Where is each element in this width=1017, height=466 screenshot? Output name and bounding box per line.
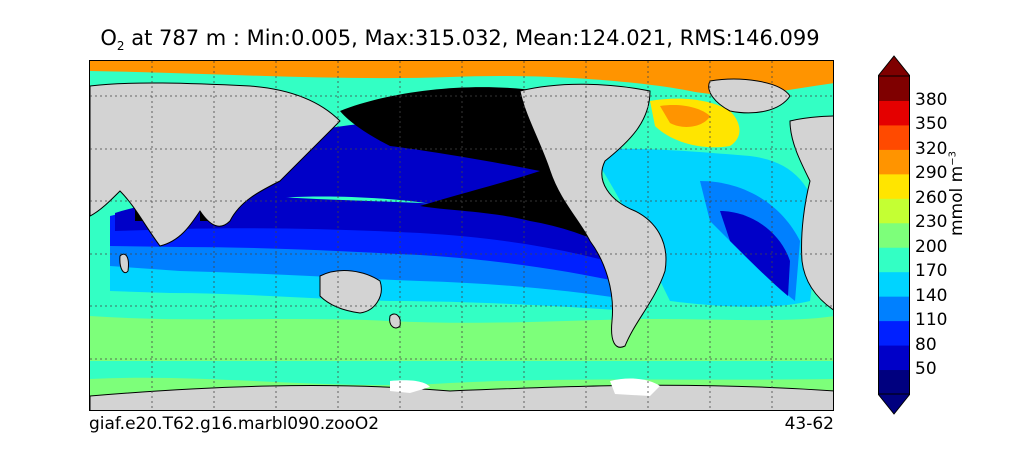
colorbar-tick-label: 140 <box>915 285 948 306</box>
colorbar-segment <box>878 76 910 101</box>
labrador-290 <box>660 105 710 127</box>
unit-exp: −3 <box>947 151 959 166</box>
arctic-290 <box>90 61 833 95</box>
world-map <box>89 60 834 411</box>
colorbar-segment <box>878 100 910 126</box>
colorbar-tick-label: 230 <box>915 212 948 233</box>
colorbar-arrow-max <box>878 55 910 77</box>
colorbar-segment <box>878 271 910 297</box>
colorbar-segment <box>878 222 910 248</box>
colorbar-segment <box>878 345 910 371</box>
colorbar-tick-label: 290 <box>915 163 948 184</box>
colorbar-segment <box>878 247 910 273</box>
colorbar-unit: mmol m−3 <box>947 151 967 236</box>
map-title: O2 at 787 m : Min:0.005, Max:315.032, Me… <box>0 26 920 53</box>
colorbar-tick-label: 260 <box>915 187 948 208</box>
colorbar-tick-label: 350 <box>915 114 948 135</box>
colorbar-segment <box>878 124 910 150</box>
atlantic-50 <box>720 211 790 296</box>
colorbar-arrow-min <box>878 393 910 415</box>
graticule <box>90 61 833 410</box>
colorbar-segment <box>878 320 910 346</box>
colorbar-segment <box>878 173 910 199</box>
colorbar-tick-label: 200 <box>915 236 948 257</box>
colorbar-segment <box>878 296 910 322</box>
colorbar-segment <box>878 369 910 395</box>
unit-main: mmol m <box>947 165 967 236</box>
years-caption: 43-62 <box>784 414 834 434</box>
title-subscript: 2 <box>116 39 125 54</box>
colorbar-tick-label: 110 <box>915 310 948 331</box>
colorbar-tick-label: 50 <box>915 359 937 380</box>
colorbar-segment <box>878 149 910 175</box>
map-canvas <box>90 61 833 410</box>
colorbar-tick-label: 170 <box>915 261 948 282</box>
colorbar-tick-label: 80 <box>915 334 937 355</box>
title-variable: O <box>100 26 117 50</box>
ice-ross <box>390 380 430 393</box>
colorbar-tick-label: 320 <box>915 138 948 159</box>
ice-weddell <box>610 378 660 396</box>
colorbar <box>878 55 910 415</box>
title-text: at 787 m : Min:0.005, Max:315.032, Mean:… <box>124 26 820 50</box>
case-name-caption: giaf.e20.T62.g16.marbl090.zooO2 <box>89 414 380 434</box>
colorbar-segment <box>878 198 910 224</box>
colorbar-tick-label: 380 <box>915 89 948 110</box>
colorbar-outline <box>878 75 910 395</box>
